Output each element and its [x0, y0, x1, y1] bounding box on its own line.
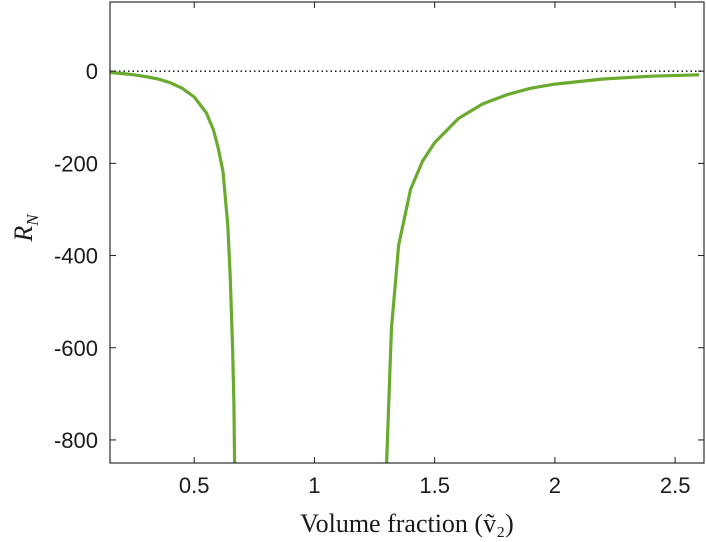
x-axis-title: Volume fraction (ṽ₂) — [300, 509, 514, 538]
x-axis-ticks: 0.5 1 1.5 2 2.5 — [179, 2, 691, 498]
y-tick-label: -800 — [54, 428, 98, 453]
y-tick-label: -200 — [54, 151, 98, 176]
y-tick-label: -600 — [54, 336, 98, 361]
x-tick-label: 0.5 — [179, 473, 210, 498]
y-axis-ticks: 0 -200 -400 -600 -800 — [54, 59, 704, 453]
y-tick-label: 0 — [86, 59, 98, 84]
plot-frame — [109, 1, 705, 464]
y-axis-title: RN — [9, 213, 42, 243]
x-tick-label: 1 — [308, 473, 320, 498]
x-tick-label: 2 — [549, 473, 561, 498]
svg-text:RN: RN — [9, 213, 42, 243]
plot-area — [109, 1, 705, 464]
y-tick-label: -400 — [54, 244, 98, 269]
x-tick-label: 2.5 — [660, 473, 691, 498]
x-tick-label: 1.5 — [419, 473, 450, 498]
series-line-segment-2 — [385, 73, 700, 463]
series-line-segment-1 — [110, 70, 237, 463]
